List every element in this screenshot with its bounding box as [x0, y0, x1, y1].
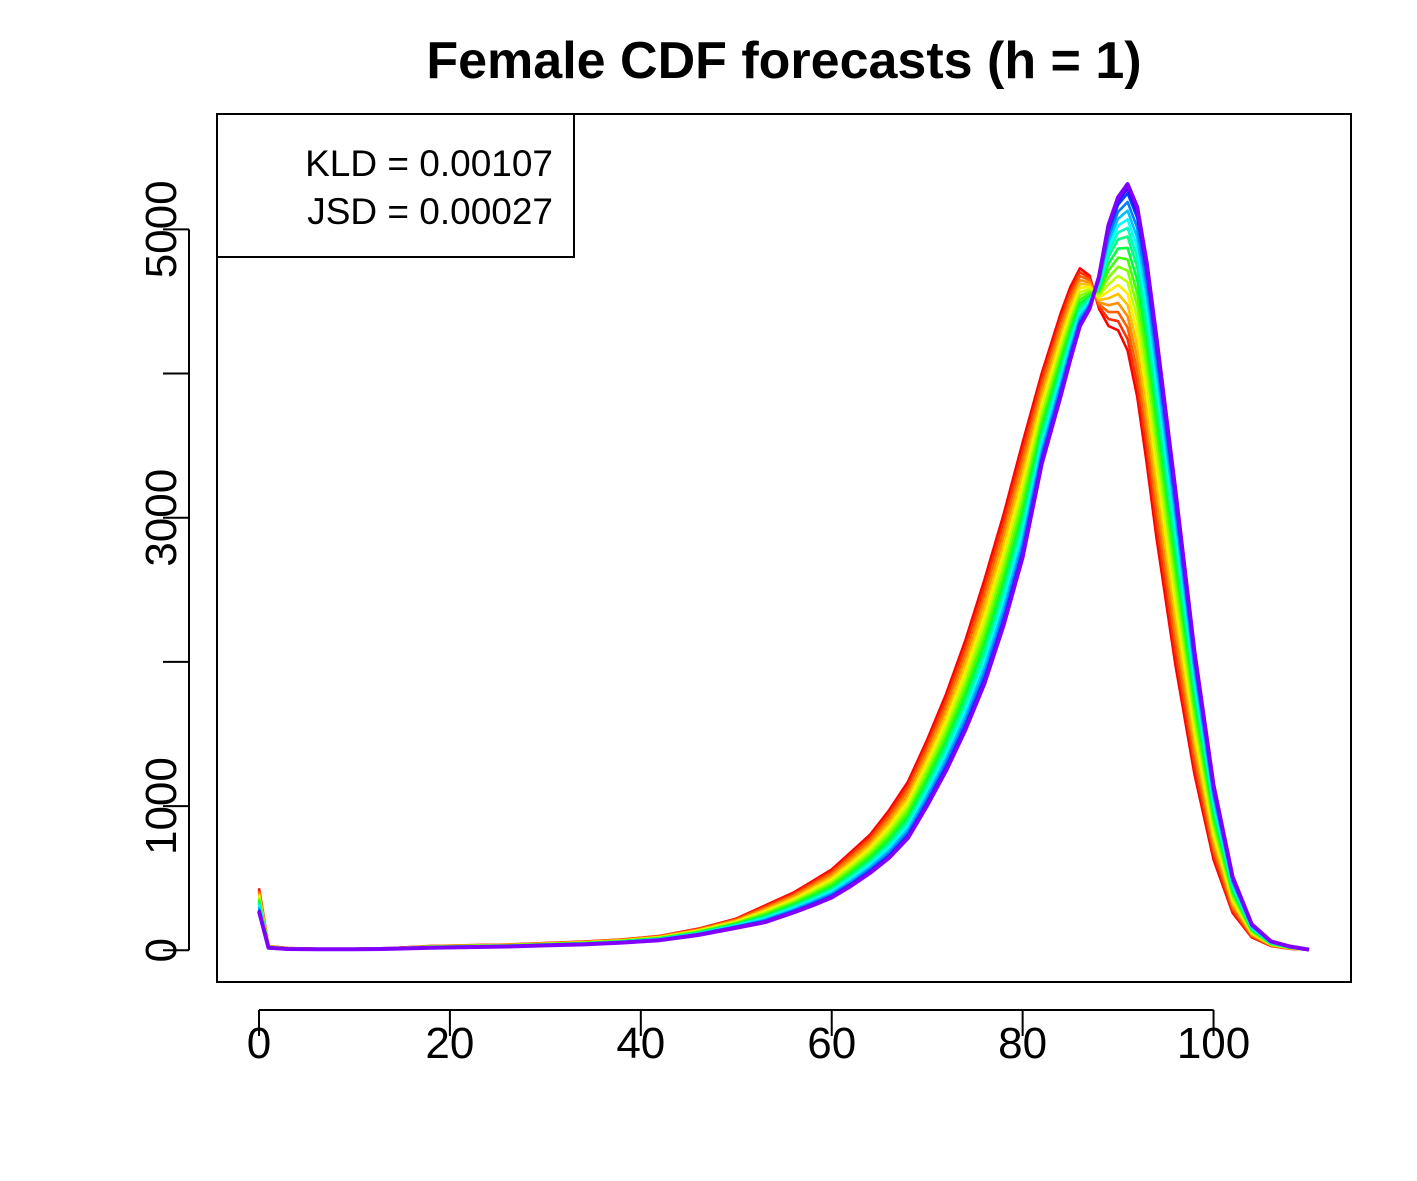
legend-jsd: JSD = 0.00027 [307, 191, 553, 232]
series-layer [257, 182, 1310, 952]
chart-title: Female CDF forecasts (h = 1) [426, 32, 1141, 90]
legend: KLD = 0.00107 JSD = 0.00027 [216, 113, 575, 258]
x-tick-label: 40 [616, 1019, 665, 1068]
x-tick-label: 100 [1177, 1019, 1250, 1068]
x-tick-label: 60 [807, 1019, 856, 1068]
y-tick-label: 1000 [137, 757, 186, 855]
y-axis: 0 1000 3000 5000 [137, 180, 190, 963]
x-tick-label: 20 [425, 1019, 474, 1068]
x-axis: 0 20 40 60 80 100 [247, 1009, 1250, 1068]
series-line-18 [257, 182, 1310, 952]
y-tick-label: 5000 [137, 180, 186, 278]
y-tick-label: 3000 [137, 469, 186, 567]
x-tick-label: 80 [998, 1019, 1047, 1068]
x-tick-label: 0 [247, 1019, 271, 1068]
legend-box [216, 113, 575, 258]
plot-frame [216, 113, 1352, 983]
legend-kld: KLD = 0.00107 [305, 143, 553, 184]
y-tick-label: 0 [137, 938, 186, 962]
